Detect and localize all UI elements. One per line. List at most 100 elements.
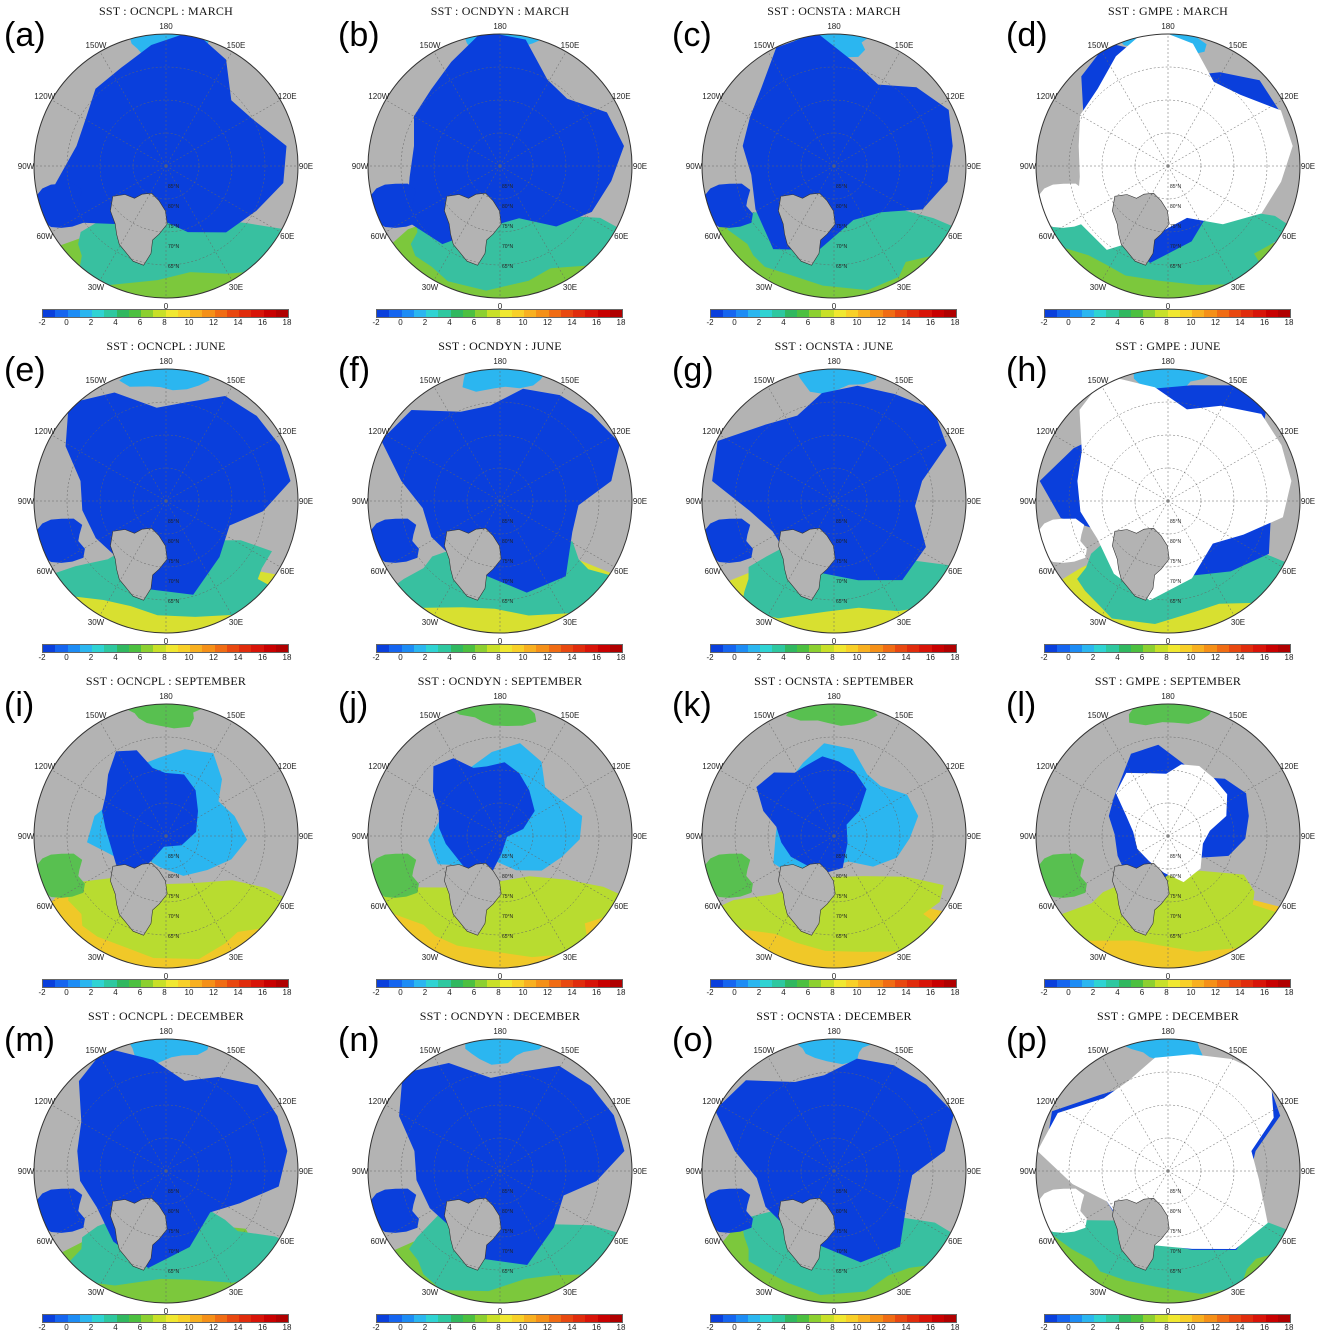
colorbar-tick-label: 0 [1066, 1323, 1071, 1332]
colorbar-tick-label: 18 [616, 1323, 626, 1332]
colorbar-segment [389, 980, 402, 987]
latitude-label: 80°N [502, 539, 514, 545]
colorbar-segment [438, 645, 451, 652]
longitude-label: 90W [1020, 162, 1037, 171]
colorbar-segment [1241, 310, 1254, 317]
colorbar-segment [426, 980, 439, 987]
longitude-label: 90W [18, 162, 35, 171]
longitude-label: 120W [702, 1097, 723, 1106]
colorbar-tick-label: 6 [471, 318, 477, 327]
panel-label: (l) [1006, 686, 1037, 724]
colorbar-segment [239, 645, 252, 652]
longitude-label: 30E [229, 283, 243, 292]
colorbar [42, 979, 289, 988]
colorbar-segment [548, 645, 561, 652]
latitude-label: 70°N [836, 244, 848, 250]
longitude-label: 120E [946, 92, 965, 101]
colorbar-segment [511, 980, 524, 987]
arctic-ocean-sst [714, 1058, 955, 1263]
colorbar-tick-label: 14 [1235, 988, 1245, 997]
colorbar-segment [1216, 1315, 1229, 1322]
colorbar-segment [1216, 980, 1229, 987]
nordic-seas-sst [378, 876, 631, 958]
hudson-bay [702, 518, 753, 563]
hudson-bay [702, 1188, 753, 1233]
colorbar-tick-label: 18 [1284, 1323, 1294, 1332]
colorbar-segment [536, 980, 549, 987]
colorbar-tick-label: 16 [1260, 653, 1269, 662]
colorbar-segment [1228, 1315, 1241, 1322]
latitude-label: 70°N [836, 579, 848, 585]
colorbar-tick-label: -2 [706, 318, 714, 327]
colorbar-segment [845, 1315, 858, 1322]
longitude-label: 180 [493, 22, 507, 31]
colorbar-segment [821, 980, 834, 987]
panel-label: (m) [4, 1021, 55, 1059]
colorbar-segment [104, 980, 117, 987]
colorbar-ticks: -2 0 2 4 6 8 10 12 14 16 18 [1032, 1323, 1301, 1335]
longitude-label: 60W [705, 1237, 722, 1246]
colorbar-segment [735, 310, 748, 317]
colorbar-segment [190, 980, 203, 987]
colorbar-segment [251, 645, 264, 652]
colorbar-segment [153, 980, 166, 987]
colorbar-segment [585, 645, 598, 652]
colorbar-segment [165, 1315, 178, 1322]
colorbar-segment [55, 645, 68, 652]
colorbar-tick-label: 14 [901, 1323, 911, 1332]
colorbar-tick-label: 10 [1186, 1323, 1196, 1332]
colorbar-segment [711, 980, 724, 987]
colorbar-tick-label: 16 [258, 318, 267, 327]
map-boundary [33, 703, 299, 969]
longitude-label: 120W [1036, 762, 1057, 771]
colorbar-segment [1118, 310, 1131, 317]
map-boundary [1035, 368, 1301, 634]
colorbar-segment [931, 1315, 944, 1322]
latitude-label: 65°N [1170, 1269, 1182, 1275]
colorbar-tick-label: -2 [372, 653, 380, 662]
polar-map: 180 150E 120E 90E 60E 30E 0 30W 60W 90W 120W 150W 85… [352, 22, 647, 310]
latitude-label: 75°N [836, 894, 848, 900]
colorbar-segment [43, 980, 56, 987]
arctic-ocean-sst [381, 388, 620, 593]
bering-sst [1128, 369, 1214, 395]
colorbar-segment [1106, 310, 1119, 317]
colorbar-tick-label: 18 [282, 318, 292, 327]
colorbar-tick-label: 2 [88, 1323, 94, 1332]
hudson-bay [34, 1188, 85, 1233]
longitude-label: 30E [229, 618, 243, 627]
greenland [1112, 862, 1170, 936]
colorbar-segment [413, 980, 426, 987]
latitude-label: 70°N [502, 579, 514, 585]
colorbar-segment [784, 310, 797, 317]
longitude-label: 60E [614, 232, 628, 241]
latitude-label: 75°N [502, 894, 514, 900]
colorbar-segment [153, 1315, 166, 1322]
graticule [34, 369, 298, 633]
longitude-label: 90E [633, 832, 647, 841]
map-boundary [701, 703, 967, 969]
colorbar-segment [931, 645, 944, 652]
polar-map: 180 150E 120E 90E 60E 30E 0 30W 60W 90W 120W 150W 85… [1020, 1027, 1315, 1315]
colorbar-segment [870, 1315, 883, 1322]
colorbar-segment [92, 1315, 105, 1322]
colorbar-segment [524, 310, 537, 317]
colorbar-segment [585, 1315, 598, 1322]
longitude-label: 180 [1161, 692, 1175, 701]
bering-sst [119, 369, 210, 391]
colorbar-segment [609, 1315, 622, 1322]
longitude-label: 60E [280, 902, 294, 911]
colorbar-segment [1179, 1315, 1192, 1322]
panel-title: SST : OCNDYN : DECEMBER [419, 1009, 581, 1023]
colorbar-tick-label: 4 [447, 1323, 452, 1332]
colorbar-segment [1045, 980, 1058, 987]
latitude-label: 65°N [836, 934, 848, 940]
colorbar-segment [585, 310, 598, 317]
panel-label: (a) [4, 16, 46, 54]
colorbar-tick-label: 0 [732, 318, 737, 327]
colorbar-segment [1253, 645, 1266, 652]
colorbar-tick-label: 12 [543, 318, 552, 327]
colorbar-tick-label: -2 [706, 988, 714, 997]
colorbar-tick-label: 0 [398, 988, 403, 997]
longitude-label: 30W [88, 618, 105, 627]
